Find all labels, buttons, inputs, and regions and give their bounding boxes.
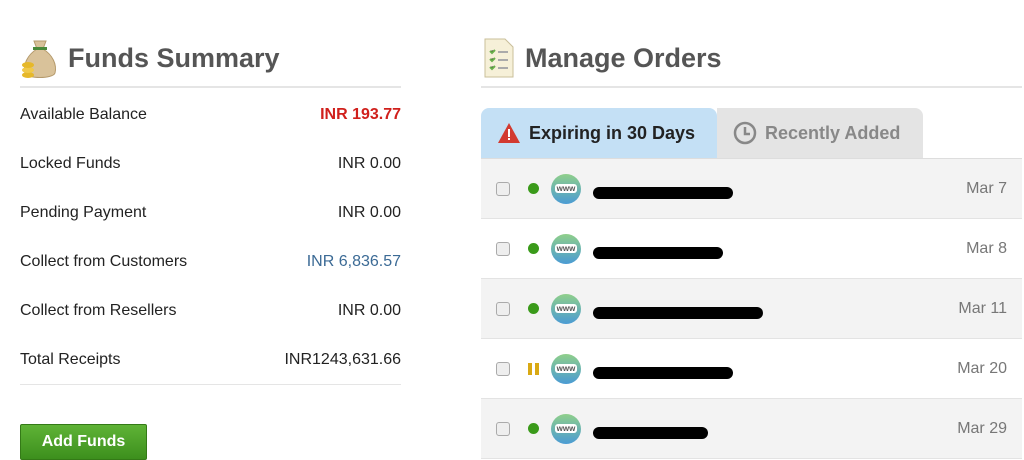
funds-summary-panel: Funds Summary Available Balance INR 193.7… (20, 30, 401, 385)
redacted-domain[interactable] (593, 246, 723, 259)
funds-row: Pending Payment INR 0.00 (20, 188, 401, 237)
funds-row: Total Receipts INR1243,631.66 (20, 335, 401, 384)
order-expiry-date: Mar 11 (958, 299, 1007, 317)
funds-row: Locked Funds INR 0.00 (20, 139, 401, 188)
manage-orders-header: Manage Orders (481, 30, 1022, 88)
order-row[interactable]: www Mar 8 (481, 219, 1022, 279)
redacted-domain[interactable] (593, 366, 733, 379)
add-funds-button[interactable]: Add Funds (20, 424, 147, 460)
www-globe-icon: www (551, 293, 581, 324)
funds-row-value: INR 6,836.57 (306, 252, 401, 270)
active-status-icon (528, 183, 539, 194)
order-checkbox[interactable] (496, 241, 510, 256)
funds-row-value: INR1243,631.66 (284, 350, 401, 368)
manage-orders-title: Manage Orders (525, 42, 722, 73)
www-globe-icon: www (551, 173, 581, 204)
tab-expiring-label: Expiring in 30 Days (529, 122, 696, 143)
order-expiry-date: Mar 8 (966, 239, 1007, 257)
paused-status-icon (528, 362, 539, 375)
funds-row-label: Collect from Resellers (20, 301, 177, 319)
funds-row: Collect from Resellers INR 0.00 (20, 286, 401, 335)
funds-row-label: Pending Payment (20, 203, 147, 221)
active-status-icon (528, 423, 539, 434)
www-globe-icon: www (551, 353, 581, 384)
www-globe-icon: www (551, 413, 581, 444)
order-checkbox[interactable] (496, 421, 510, 436)
clock-icon (733, 121, 757, 145)
funds-row-label: Total Receipts (20, 350, 121, 368)
funds-row-value: INR 0.00 (337, 203, 401, 221)
order-expiry-date: Mar 20 (957, 359, 1007, 377)
redacted-domain[interactable] (593, 186, 733, 199)
funds-row-value: INR 0.00 (337, 154, 401, 172)
redacted-domain[interactable] (593, 306, 763, 319)
tab-recently-added[interactable]: Recently Added (717, 108, 923, 158)
order-expiry-date: Mar 29 (957, 419, 1007, 437)
order-row[interactable]: www Mar 20 (481, 339, 1022, 399)
active-status-icon (528, 243, 539, 254)
order-row[interactable]: www Mar 7 (481, 159, 1022, 219)
funds-row-value: INR 193.77 (320, 105, 401, 123)
warning-icon (498, 123, 520, 143)
funds-row-value: INR 0.00 (337, 301, 401, 319)
order-checkbox[interactable] (496, 361, 510, 376)
www-globe-icon: www (551, 233, 581, 264)
order-row[interactable]: www Mar 11 (481, 279, 1022, 339)
active-status-icon (528, 303, 539, 314)
order-expiry-date: Mar 7 (966, 179, 1007, 197)
redacted-domain[interactable] (593, 426, 708, 439)
funds-row: Available Balance INR 193.77 (20, 90, 401, 139)
funds-summary-title: Funds Summary (68, 42, 280, 73)
order-checkbox[interactable] (496, 181, 510, 196)
tab-recently-added-label: Recently Added (765, 122, 901, 143)
funds-row-label: Collect from Customers (20, 252, 188, 270)
order-checkbox[interactable] (496, 301, 510, 316)
funds-row-label: Locked Funds (20, 154, 121, 172)
order-row[interactable]: www Mar 29 (481, 399, 1022, 459)
funds-summary-header: Funds Summary (20, 30, 401, 88)
document-checklist-icon (484, 38, 514, 78)
manage-orders-panel: Manage Orders Expiring in 30 Days Recent… (481, 30, 1022, 459)
tab-expiring[interactable]: Expiring in 30 Days (481, 108, 717, 158)
money-bag-icon (22, 40, 56, 78)
funds-row: Collect from Customers INR 6,836.57 (20, 237, 401, 286)
funds-row-label: Available Balance (20, 105, 147, 123)
